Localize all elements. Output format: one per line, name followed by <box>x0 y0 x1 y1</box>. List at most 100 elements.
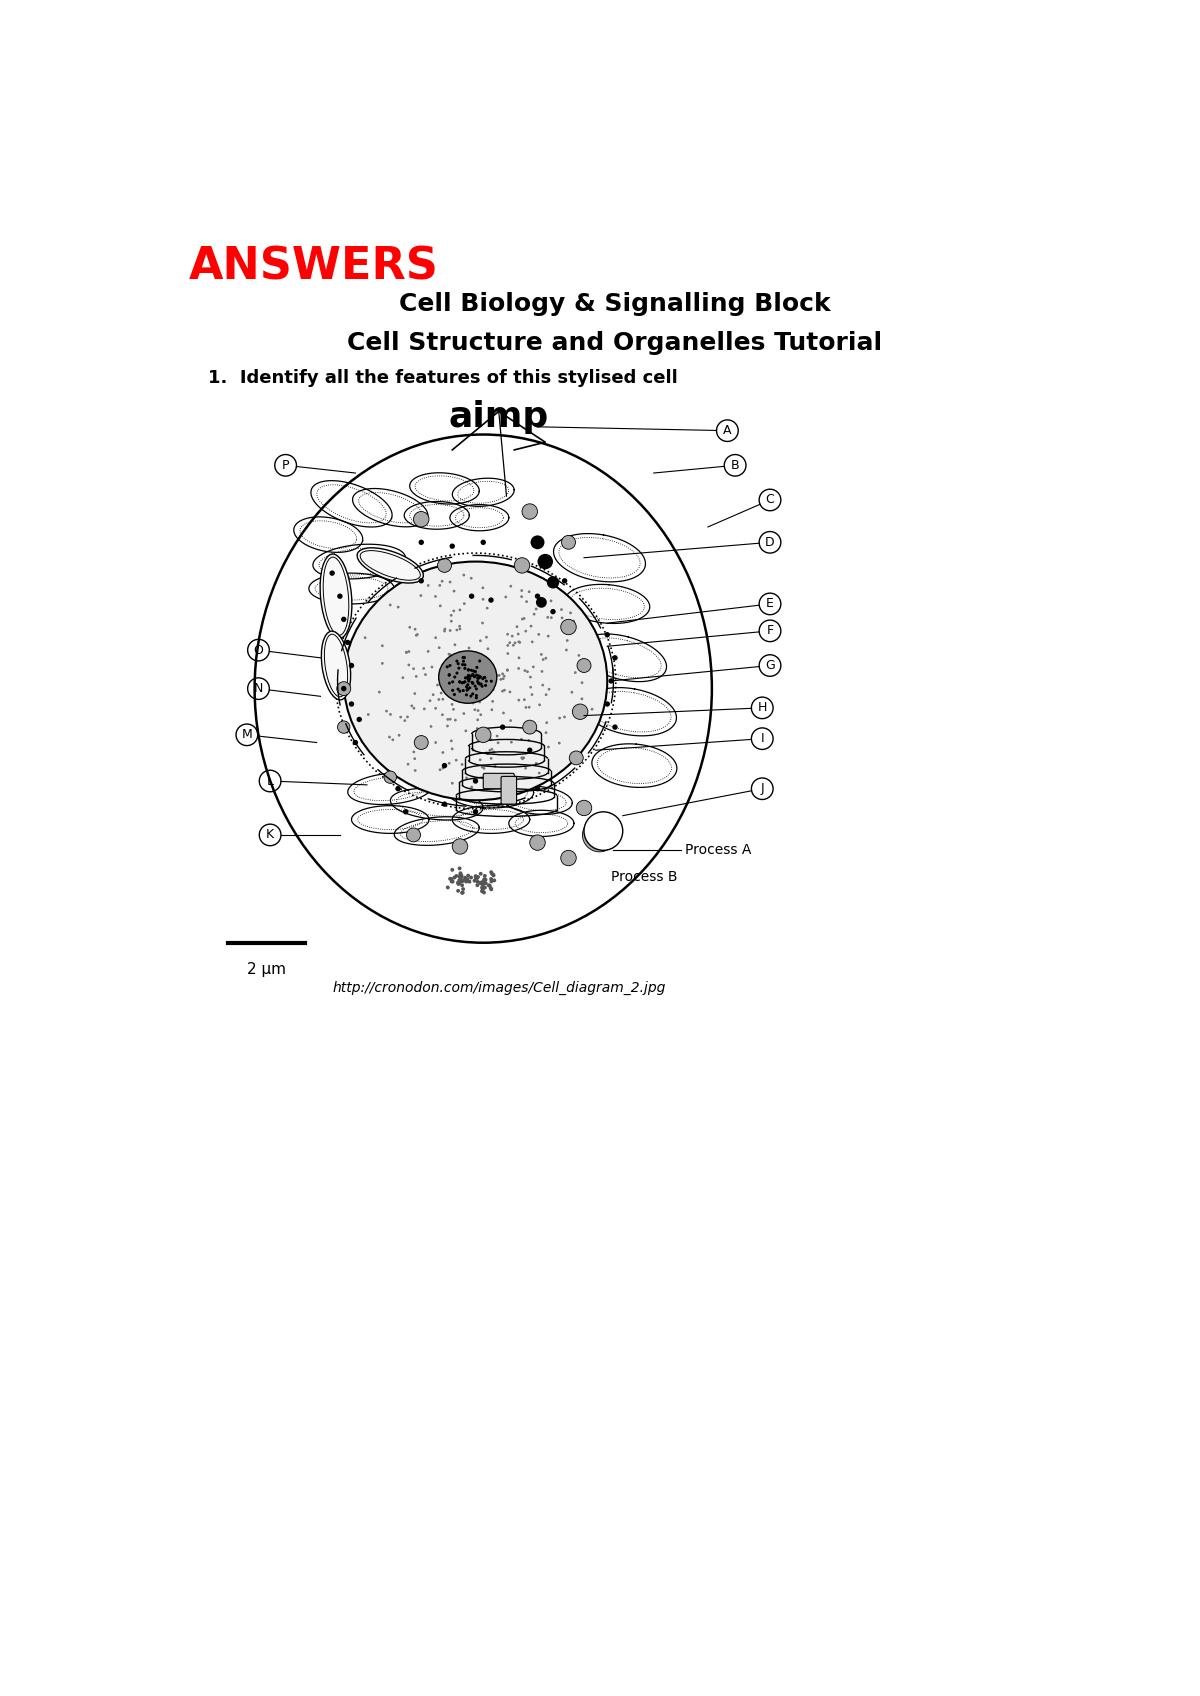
Circle shape <box>506 668 509 672</box>
Circle shape <box>452 667 455 670</box>
Circle shape <box>439 604 442 607</box>
Circle shape <box>442 763 448 768</box>
Circle shape <box>492 873 496 877</box>
Circle shape <box>479 639 481 643</box>
Circle shape <box>478 660 481 663</box>
Circle shape <box>458 624 461 628</box>
Circle shape <box>530 694 533 695</box>
Circle shape <box>502 690 504 692</box>
Circle shape <box>538 772 541 775</box>
FancyBboxPatch shape <box>484 773 515 789</box>
Circle shape <box>456 629 458 631</box>
Circle shape <box>487 685 490 689</box>
Circle shape <box>475 675 478 678</box>
Circle shape <box>560 619 576 634</box>
Circle shape <box>460 678 463 682</box>
Circle shape <box>442 697 444 700</box>
Circle shape <box>442 767 444 770</box>
Circle shape <box>436 683 439 687</box>
Circle shape <box>482 885 487 889</box>
Circle shape <box>397 605 400 609</box>
Circle shape <box>497 741 499 745</box>
Circle shape <box>458 879 462 884</box>
Circle shape <box>546 616 550 619</box>
Circle shape <box>529 624 533 628</box>
Circle shape <box>490 887 493 890</box>
Circle shape <box>451 675 455 678</box>
Circle shape <box>545 721 548 724</box>
Circle shape <box>550 616 553 619</box>
Circle shape <box>467 694 470 697</box>
Circle shape <box>407 763 409 765</box>
Circle shape <box>524 706 527 709</box>
Circle shape <box>481 599 485 600</box>
Circle shape <box>528 706 530 709</box>
Circle shape <box>337 594 342 599</box>
Circle shape <box>404 651 408 653</box>
Circle shape <box>455 873 458 879</box>
Circle shape <box>612 724 618 729</box>
Circle shape <box>434 636 437 639</box>
Circle shape <box>469 678 472 682</box>
Circle shape <box>458 879 462 884</box>
Circle shape <box>484 667 487 668</box>
Circle shape <box>473 675 476 678</box>
Circle shape <box>472 700 475 704</box>
Circle shape <box>512 644 515 646</box>
Circle shape <box>434 595 437 597</box>
Circle shape <box>403 719 406 722</box>
Circle shape <box>448 673 451 677</box>
Circle shape <box>530 536 545 550</box>
Circle shape <box>438 583 442 587</box>
Circle shape <box>389 712 392 716</box>
Circle shape <box>518 641 521 644</box>
Circle shape <box>461 663 464 667</box>
Circle shape <box>460 884 464 887</box>
Circle shape <box>451 689 455 692</box>
Circle shape <box>485 751 488 755</box>
Circle shape <box>478 675 480 677</box>
Circle shape <box>422 707 426 711</box>
Circle shape <box>367 712 370 716</box>
Circle shape <box>506 633 509 636</box>
Circle shape <box>509 641 511 644</box>
Circle shape <box>550 599 552 602</box>
Circle shape <box>454 675 456 678</box>
Circle shape <box>541 658 545 661</box>
Circle shape <box>481 879 485 884</box>
Circle shape <box>487 884 491 887</box>
Circle shape <box>458 687 461 689</box>
Circle shape <box>479 700 481 704</box>
Text: K: K <box>266 828 274 841</box>
Circle shape <box>443 629 446 633</box>
Circle shape <box>493 765 497 768</box>
Circle shape <box>475 877 479 880</box>
Circle shape <box>451 880 455 884</box>
Circle shape <box>463 667 467 670</box>
Circle shape <box>581 682 583 683</box>
Circle shape <box>490 877 493 880</box>
Circle shape <box>482 677 486 678</box>
Text: I: I <box>761 733 764 745</box>
Circle shape <box>442 675 445 677</box>
Circle shape <box>484 882 487 885</box>
Circle shape <box>558 717 562 719</box>
Circle shape <box>402 677 404 678</box>
Circle shape <box>475 697 478 699</box>
Circle shape <box>466 873 470 877</box>
Circle shape <box>449 717 451 721</box>
Circle shape <box>474 670 476 673</box>
Circle shape <box>397 734 401 736</box>
Circle shape <box>566 639 569 641</box>
Circle shape <box>476 689 479 692</box>
Circle shape <box>472 683 474 685</box>
Circle shape <box>576 801 592 816</box>
Circle shape <box>479 682 481 685</box>
Circle shape <box>472 673 475 677</box>
Circle shape <box>450 880 454 884</box>
Circle shape <box>440 580 444 583</box>
Circle shape <box>443 670 445 673</box>
Circle shape <box>572 628 575 631</box>
Circle shape <box>413 707 415 709</box>
Circle shape <box>563 716 566 719</box>
